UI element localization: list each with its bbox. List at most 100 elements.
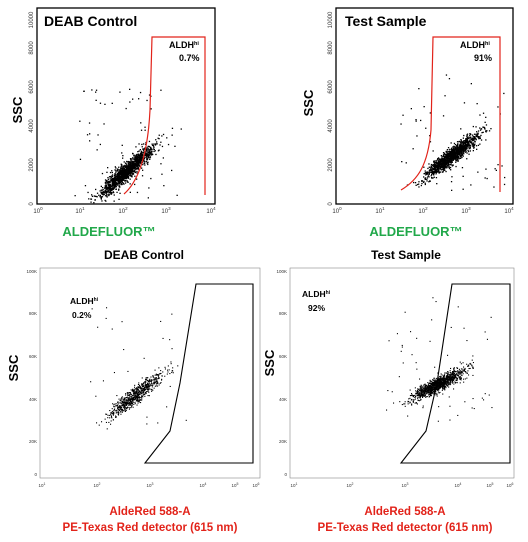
scatter-point bbox=[111, 177, 112, 178]
scatter-point bbox=[153, 151, 154, 152]
scatter-point bbox=[96, 90, 97, 91]
scatter-point bbox=[115, 189, 116, 190]
scatter-point bbox=[475, 141, 476, 142]
scatter-point bbox=[132, 99, 133, 100]
scatter-point bbox=[425, 388, 426, 389]
scatter-point bbox=[154, 379, 155, 380]
scatter-point bbox=[430, 386, 431, 387]
scatter-point bbox=[441, 164, 442, 165]
scatter-point bbox=[465, 368, 466, 369]
scatter-point bbox=[455, 146, 456, 147]
scatter-point bbox=[459, 158, 460, 159]
scatter-point bbox=[149, 380, 150, 381]
scatter-point bbox=[106, 318, 107, 319]
scatter-point bbox=[128, 166, 129, 167]
scatter-point bbox=[108, 422, 109, 423]
scatter-point bbox=[402, 345, 403, 346]
scatter-point bbox=[464, 102, 465, 103]
scatter-point bbox=[461, 363, 462, 364]
scatter-point bbox=[419, 397, 420, 398]
scatter-point bbox=[139, 150, 140, 151]
scatter-point bbox=[108, 188, 109, 189]
x-axis-label-line2: PE-Texas Red detector (615 nm) bbox=[318, 522, 493, 534]
scatter-point bbox=[456, 151, 457, 152]
scatter-point bbox=[132, 390, 133, 391]
scatter-point bbox=[136, 397, 137, 398]
scatter-point bbox=[402, 347, 403, 348]
scatter-point bbox=[436, 183, 437, 184]
y-tick-label: 6000 bbox=[29, 80, 35, 94]
scatter-point bbox=[155, 378, 156, 379]
scatter-point bbox=[148, 157, 149, 158]
scatter-point bbox=[485, 177, 486, 178]
scatter-point bbox=[442, 160, 443, 161]
scatter-point bbox=[146, 100, 147, 101]
scatter-point bbox=[462, 146, 463, 147]
scatter-point bbox=[436, 163, 437, 164]
scatter-point bbox=[119, 399, 120, 400]
scatter-point bbox=[115, 410, 116, 411]
scatter-point bbox=[401, 161, 402, 162]
scatter-point bbox=[128, 405, 129, 406]
scatter-point bbox=[424, 106, 425, 107]
scatter-point bbox=[125, 182, 126, 183]
scatter-point bbox=[124, 406, 125, 407]
scatter-point bbox=[386, 410, 387, 411]
scatter-point bbox=[119, 406, 120, 407]
scatter-point bbox=[119, 410, 120, 411]
scatter-point bbox=[478, 130, 479, 131]
scatter-point bbox=[114, 372, 115, 373]
scatter-point bbox=[441, 169, 442, 170]
scatter-point bbox=[413, 182, 414, 183]
scatter-point bbox=[123, 402, 124, 403]
scatter-point bbox=[455, 375, 456, 376]
scatter-point bbox=[110, 414, 111, 415]
scatter-point bbox=[115, 183, 116, 184]
scatter-point bbox=[451, 374, 452, 375]
scatter-point bbox=[138, 165, 139, 166]
scatter-point bbox=[146, 377, 147, 378]
scatter-point bbox=[456, 373, 457, 374]
scatter-point bbox=[425, 395, 426, 396]
scatter-point bbox=[148, 395, 149, 396]
scatter-point bbox=[155, 370, 156, 371]
scatter-point bbox=[124, 165, 125, 166]
scatter-point bbox=[469, 135, 470, 136]
scatter-point bbox=[443, 389, 444, 390]
scatter-point bbox=[157, 374, 158, 375]
scatter-point bbox=[453, 379, 454, 380]
scatter-point bbox=[135, 389, 136, 390]
scatter-point bbox=[128, 395, 129, 396]
scatter-point bbox=[415, 399, 416, 400]
scatter-point bbox=[439, 392, 440, 393]
scatter-point bbox=[457, 415, 458, 416]
scatter-point bbox=[163, 338, 164, 339]
y-axis-label: SSC bbox=[10, 96, 25, 123]
scatter-point bbox=[157, 143, 158, 144]
x-tick-label: 101 bbox=[75, 206, 85, 215]
scatter-point bbox=[450, 368, 451, 369]
scatter-point bbox=[119, 407, 120, 408]
scatter-point bbox=[156, 374, 157, 375]
scatter-point bbox=[417, 390, 418, 391]
scatter-point bbox=[417, 393, 418, 394]
scatter-point bbox=[425, 387, 426, 388]
scatter-point bbox=[459, 378, 460, 379]
y-tick-label: 4000 bbox=[328, 119, 334, 133]
scatter-point bbox=[163, 157, 164, 158]
scatter-point bbox=[94, 195, 95, 196]
scatter-point bbox=[122, 411, 123, 412]
scatter-point bbox=[455, 371, 456, 372]
scatter-point bbox=[448, 158, 449, 159]
scatter-point bbox=[172, 367, 173, 368]
scatter-point bbox=[462, 143, 463, 144]
y-tick-label: 60K bbox=[279, 354, 287, 359]
scatter-point bbox=[437, 394, 438, 395]
scatter-point bbox=[425, 172, 426, 173]
scatter-point bbox=[436, 378, 437, 379]
scatter-point bbox=[427, 176, 428, 177]
scatter-point bbox=[130, 183, 131, 184]
scatter-point bbox=[461, 375, 462, 376]
scatter-point bbox=[142, 386, 143, 387]
scatter-point bbox=[125, 411, 126, 412]
